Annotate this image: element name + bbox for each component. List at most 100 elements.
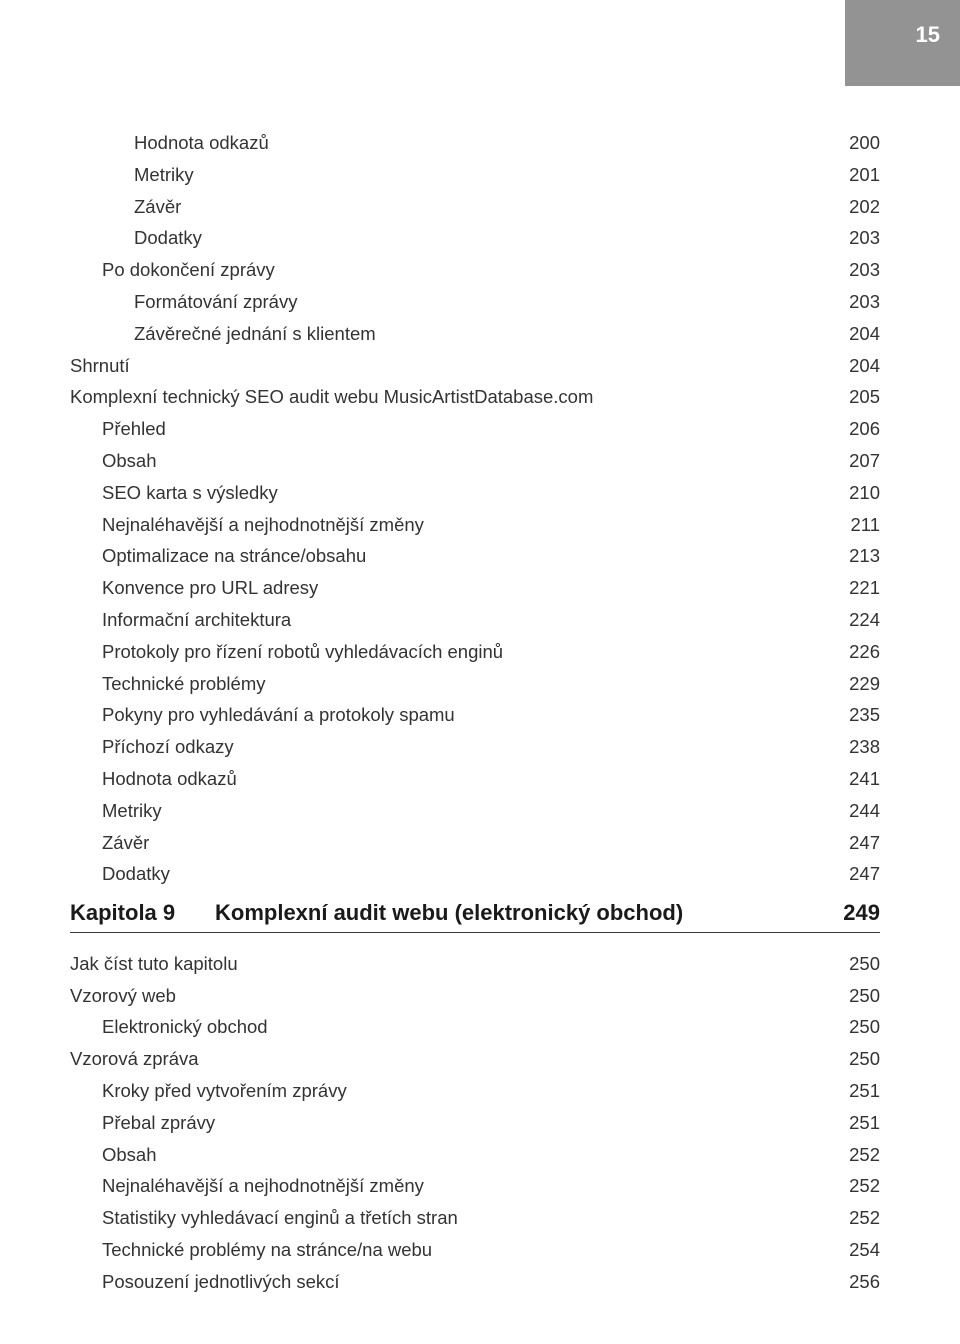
toc-row: Obsah252: [70, 1146, 880, 1165]
toc-label: Přehled: [102, 420, 820, 439]
toc-label: Statistiky vyhledávací enginů a třetích …: [102, 1209, 820, 1228]
toc-label: Závěrečné jednání s klientem: [134, 325, 820, 344]
toc-label: Dodatky: [134, 229, 820, 248]
toc-label: Komplexní technický SEO audit webu Music…: [70, 388, 820, 407]
toc-row: Informační architektura224: [70, 611, 880, 630]
toc-page: 210: [820, 484, 880, 503]
toc-page: 252: [820, 1146, 880, 1165]
toc-page: 221: [820, 579, 880, 598]
toc-row: Hodnota odkazů200: [70, 134, 880, 153]
toc-label: Nejnaléhavější a nejhodnotnější změny: [102, 516, 820, 535]
toc-label: Metriky: [134, 166, 820, 185]
toc-page: 250: [820, 987, 880, 1006]
chapter-number: Kapitola 9: [70, 900, 215, 926]
toc-row: Závěr202: [70, 198, 880, 217]
toc-label: Hodnota odkazů: [134, 134, 820, 153]
toc-label: Nejnaléhavější a nejhodnotnější změny: [102, 1177, 820, 1196]
toc-row: Formátování zprávy203: [70, 293, 880, 312]
toc-label: Vzorový web: [70, 987, 820, 1006]
toc-label: Metriky: [102, 802, 820, 821]
toc-page: 204: [820, 357, 880, 376]
toc-label: Jak číst tuto kapitolu: [70, 955, 820, 974]
page-number-tab: 15: [845, 0, 960, 86]
toc-row: Optimalizace na stránce/obsahu213: [70, 547, 880, 566]
toc-row: Konvence pro URL adresy221: [70, 579, 880, 598]
toc-page: 251: [820, 1082, 880, 1101]
toc-page: 250: [820, 1018, 880, 1037]
toc-page: 213: [820, 547, 880, 566]
chapter-page: 249: [820, 900, 880, 926]
toc-page: 250: [820, 955, 880, 974]
toc-label: Informační architektura: [102, 611, 820, 630]
toc-row: Posouzení jednotlivých sekcí256: [70, 1273, 880, 1292]
toc-label: Obsah: [102, 452, 820, 471]
toc-label: Konvence pro URL adresy: [102, 579, 820, 598]
toc-row: Metriky201: [70, 166, 880, 185]
toc-page: 247: [820, 865, 880, 884]
toc-row: Příchozí odkazy238: [70, 738, 880, 757]
toc-row: Přebal zprávy251: [70, 1114, 880, 1133]
toc-row: Nejnaléhavější a nejhodnotnější změny252: [70, 1177, 880, 1196]
toc-page: 247: [820, 834, 880, 853]
toc-row: Hodnota odkazů241: [70, 770, 880, 789]
toc-page: 211: [820, 516, 880, 535]
toc-label: Optimalizace na stránce/obsahu: [102, 547, 820, 566]
toc-row: Závěr247: [70, 834, 880, 853]
toc-label: Pokyny pro vyhledávání a protokoly spamu: [102, 706, 820, 725]
toc-page: 252: [820, 1209, 880, 1228]
chapter-rule: [70, 932, 880, 933]
toc-row: Dodatky203: [70, 229, 880, 248]
toc-label: Příchozí odkazy: [102, 738, 820, 757]
toc-row: Vzorová zpráva250: [70, 1050, 880, 1069]
toc-row: Kroky před vytvořením zprávy251: [70, 1082, 880, 1101]
toc-row: Statistiky vyhledávací enginů a třetích …: [70, 1209, 880, 1228]
toc-label: Protokoly pro řízení robotů vyhledávacíc…: [102, 643, 820, 662]
toc-page: 252: [820, 1177, 880, 1196]
toc-page: 241: [820, 770, 880, 789]
toc-row: SEO karta s výsledky210: [70, 484, 880, 503]
toc-page: 238: [820, 738, 880, 757]
toc-page: 203: [820, 261, 880, 280]
toc-label: SEO karta s výsledky: [102, 484, 820, 503]
toc-row: Po dokončení zprávy203: [70, 261, 880, 280]
toc-page: 203: [820, 293, 880, 312]
toc-page: 244: [820, 802, 880, 821]
toc-page: 251: [820, 1114, 880, 1133]
toc-label: Po dokončení zprávy: [102, 261, 820, 280]
toc-page: 207: [820, 452, 880, 471]
toc-label: Technické problémy na stránce/na webu: [102, 1241, 820, 1260]
toc-row: Obsah207: [70, 452, 880, 471]
toc-page: 254: [820, 1241, 880, 1260]
toc-label: Shrnutí: [70, 357, 820, 376]
toc-label: Vzorová zpráva: [70, 1050, 820, 1069]
toc-row: Nejnaléhavější a nejhodnotnější změny211: [70, 516, 880, 535]
toc-page: 206: [820, 420, 880, 439]
toc-page: 202: [820, 198, 880, 217]
toc-row: Jak číst tuto kapitolu250: [70, 955, 880, 974]
toc-page: 201: [820, 166, 880, 185]
toc-page: 204: [820, 325, 880, 344]
toc-label: Posouzení jednotlivých sekcí: [102, 1273, 820, 1292]
toc-label: Formátování zprávy: [134, 293, 820, 312]
toc-label: Obsah: [102, 1146, 820, 1165]
toc-page: 224: [820, 611, 880, 630]
toc-page: 229: [820, 675, 880, 694]
toc-page: 203: [820, 229, 880, 248]
toc-row: Technické problémy229: [70, 675, 880, 694]
toc-page: 235: [820, 706, 880, 725]
toc-row: Dodatky247: [70, 865, 880, 884]
page-number: 15: [916, 22, 940, 48]
toc-row: Přehled206: [70, 420, 880, 439]
toc-label: Závěr: [102, 834, 820, 853]
chapter-heading: Kapitola 9 Komplexní audit webu (elektro…: [70, 900, 880, 926]
toc-row: Pokyny pro vyhledávání a protokoly spamu…: [70, 706, 880, 725]
toc-row: Metriky244: [70, 802, 880, 821]
toc-row: Vzorový web250: [70, 987, 880, 1006]
toc-page: 250: [820, 1050, 880, 1069]
toc-row: Elektronický obchod250: [70, 1018, 880, 1037]
chapter-title: Komplexní audit webu (elektronický obcho…: [215, 900, 820, 926]
toc-label: Závěr: [134, 198, 820, 217]
toc-label: Technické problémy: [102, 675, 820, 694]
toc-row: Závěrečné jednání s klientem204: [70, 325, 880, 344]
toc-row: Technické problémy na stránce/na webu254: [70, 1241, 880, 1260]
